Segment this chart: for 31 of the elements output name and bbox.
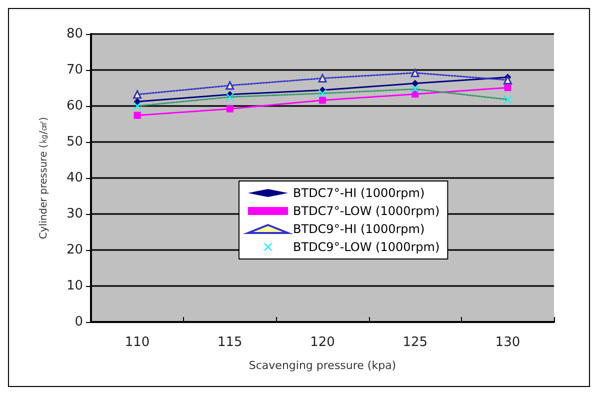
point <box>504 84 512 92</box>
y-tick-label: 60 <box>66 98 83 114</box>
y-tick-label: 20 <box>66 242 83 258</box>
point <box>134 112 141 119</box>
legend-label: BTDC9°-HI (1000rpm) <box>293 222 425 236</box>
point <box>410 68 420 78</box>
point <box>226 81 234 90</box>
point <box>319 96 326 104</box>
y-tick-label: 80 <box>66 26 83 42</box>
y-axis-title: Cylinder pressure (㎏/㎠) <box>38 116 50 240</box>
x-axis-title: Scavenging pressure (kpa) <box>248 359 396 372</box>
legend-label: BTDC7°-LOW (1000rpm) <box>293 204 440 218</box>
legend-label: BTDC9°-LOW (1000rpm) <box>293 240 440 254</box>
x-tick-label: 110 <box>124 335 150 350</box>
x-tick-label: 120 <box>310 335 335 350</box>
y-tick-label: 50 <box>66 134 83 150</box>
x-tick-label: 115 <box>217 335 242 350</box>
point <box>503 76 512 84</box>
x-tick-label: 130 <box>495 335 520 350</box>
point <box>412 80 419 87</box>
point <box>133 90 142 99</box>
legend-label: BTDC7°-HI (1000rpm) <box>293 186 425 200</box>
y-tick-label: 10 <box>66 278 83 294</box>
point <box>226 105 234 112</box>
point <box>134 98 141 106</box>
y-tick-label: 30 <box>66 206 83 222</box>
x-tick-label: 125 <box>402 335 428 350</box>
point <box>318 74 327 83</box>
y-tick-label: 70 <box>66 62 83 78</box>
y-tick-label: 0 <box>74 314 83 330</box>
y-tick-label: 40 <box>66 170 83 186</box>
